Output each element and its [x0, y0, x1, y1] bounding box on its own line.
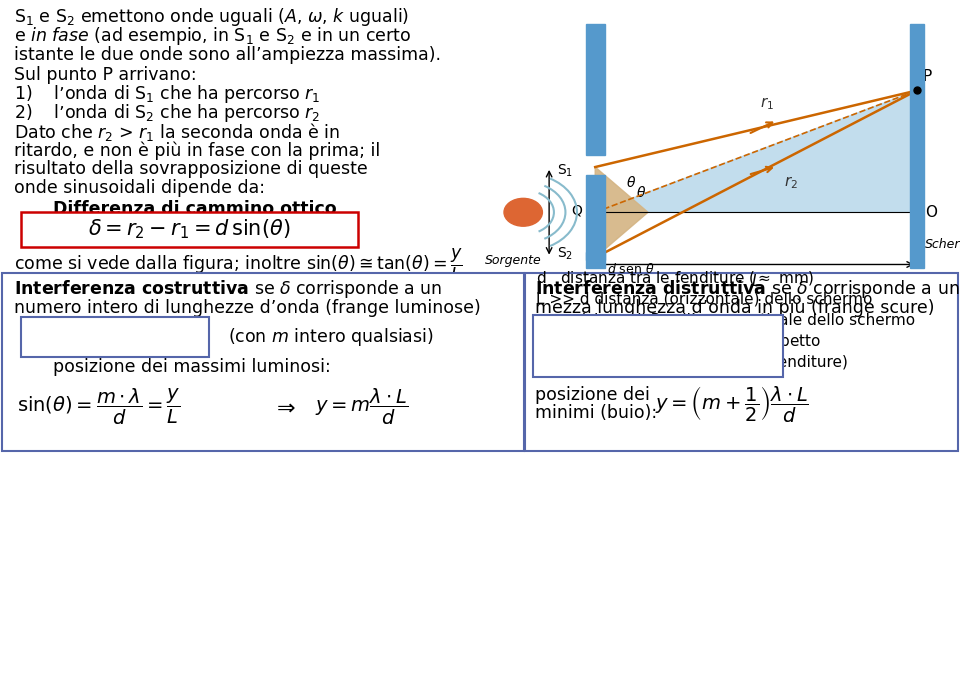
- Text: minimi (buio):: minimi (buio):: [535, 404, 657, 422]
- Text: $y = \left(m + \dfrac{1}{2}\right)\dfrac{\lambda \cdot L}{d}$: $y = \left(m + \dfrac{1}{2}\right)\dfrac…: [655, 385, 808, 425]
- Text: O: O: [925, 205, 937, 220]
- Text: (con $m$ intero qualsiasi): (con $m$ intero qualsiasi): [228, 326, 434, 348]
- Text: $\theta$: $\theta$: [636, 185, 646, 200]
- FancyBboxPatch shape: [21, 212, 358, 247]
- FancyBboxPatch shape: [21, 317, 209, 357]
- Text: $\theta$  angolo della direzione di P rispetto: $\theta$ angolo della direzione di P ris…: [536, 331, 821, 351]
- Polygon shape: [586, 252, 605, 268]
- Text: e $\it{in\ fase}$ (ad esempio, in S$_1$ e S$_2$ e in un certo: e $\it{in\ fase}$ (ad esempio, in S$_1$ …: [14, 25, 412, 47]
- Text: $\theta$: $\theta$: [626, 175, 636, 189]
- Text: Q: Q: [571, 203, 582, 217]
- Text: all’orizzontale (a metà tra le fenditure): all’orizzontale (a metà tra le fenditure…: [536, 354, 848, 370]
- Text: d: d: [528, 205, 538, 219]
- Text: posizione dei massimi luminosi:: posizione dei massimi luminosi:: [53, 358, 330, 377]
- Text: ritardo, e non è più in fase con la prima; il: ritardo, e non è più in fase con la prim…: [14, 141, 381, 159]
- Text: S$_1$: S$_1$: [557, 162, 573, 179]
- Text: P: P: [923, 69, 932, 84]
- Text: y  posizione di P sull’asse verticale dello schermo: y posizione di P sull’asse verticale del…: [536, 313, 915, 328]
- Text: posizione dei: posizione dei: [535, 386, 650, 404]
- Polygon shape: [595, 167, 648, 258]
- Polygon shape: [910, 24, 924, 268]
- Text: $\sin(\theta) = \dfrac{m \cdot \lambda}{d} = \dfrac{y}{L}$: $\sin(\theta) = \dfrac{m \cdot \lambda}{…: [17, 387, 180, 427]
- Text: Differenza di cammino ottico: Differenza di cammino ottico: [53, 200, 336, 218]
- Polygon shape: [586, 24, 605, 155]
- Text: $\delta = m \cdot \lambda$: $\delta = m \cdot \lambda$: [72, 327, 158, 347]
- Polygon shape: [595, 90, 917, 212]
- Text: $r_1$: $r_1$: [760, 96, 774, 113]
- FancyBboxPatch shape: [2, 273, 524, 451]
- Text: L: L: [752, 274, 760, 289]
- Text: S$_1$ e S$_2$ emettono onde uguali ($A$, $\omega$, $k$ uguali): S$_1$ e S$_2$ emettono onde uguali ($A$,…: [14, 6, 410, 29]
- Text: Sorgente: Sorgente: [485, 255, 542, 267]
- Text: $\delta = r_2 - r_1 = d\,\sin(\theta)$: $\delta = r_2 - r_1 = d\,\sin(\theta)$: [88, 218, 290, 242]
- Polygon shape: [586, 175, 605, 260]
- Text: 1)    l’onda di S$_1$ che ha percorso $r_1$: 1) l’onda di S$_1$ che ha percorso $r_1$: [14, 83, 321, 105]
- Text: Schermo: Schermo: [924, 239, 960, 251]
- Text: $r_2$: $r_2$: [784, 174, 798, 191]
- Text: 2)    l’onda di S$_2$ che ha percorso $r_2$: 2) l’onda di S$_2$ che ha percorso $r_2$: [14, 102, 321, 124]
- Text: $\delta = \left(m + \dfrac{1}{2}\right) \cdot \lambda$: $\delta = \left(m + \dfrac{1}{2}\right) …: [578, 324, 737, 367]
- Text: $y = m\dfrac{\lambda \cdot L}{d}$: $y = m\dfrac{\lambda \cdot L}{d}$: [315, 387, 408, 427]
- Text: onde sinusoidali dipende da:: onde sinusoidali dipende da:: [14, 179, 265, 197]
- Text: $\bf{Interferenza\ costruttiva}$ se $\delta$ corrisponde a un: $\bf{Interferenza\ costruttiva}$ se $\de…: [14, 278, 443, 300]
- Text: istante le due onde sono all’ampiezza massima).: istante le due onde sono all’ampiezza ma…: [14, 46, 442, 64]
- Circle shape: [504, 198, 542, 226]
- Text: come si vede dalla figura; inoltre $\sin(\theta) \cong \tan(\theta) = \dfrac{y}{: come si vede dalla figura; inoltre $\sin…: [14, 246, 464, 283]
- Text: $d$ sen $\theta$: $d$ sen $\theta$: [607, 262, 654, 276]
- Text: $\Rightarrow$: $\Rightarrow$: [272, 397, 296, 417]
- Text: $\bf{Interferenza\ distruttiva}$ se $\delta$ corrisponde a una: $\bf{Interferenza\ distruttiva}$ se $\de…: [535, 278, 960, 300]
- Text: L >> d distanza (orizzontale) dello schermo: L >> d distanza (orizzontale) dello sche…: [536, 292, 872, 307]
- Text: S$_2$: S$_2$: [557, 246, 573, 262]
- Text: numero intero di lunghezze d’onda (frange luminose): numero intero di lunghezze d’onda (frang…: [14, 299, 481, 317]
- Text: mezza lunghezza d’onda in più (frange scure): mezza lunghezza d’onda in più (frange sc…: [535, 299, 934, 317]
- FancyBboxPatch shape: [525, 273, 958, 451]
- Text: risultato della sovrapposizione di queste: risultato della sovrapposizione di quest…: [14, 160, 368, 178]
- Text: Sul punto P arrivano:: Sul punto P arrivano:: [14, 66, 197, 84]
- FancyBboxPatch shape: [533, 315, 783, 377]
- Text: Dato che $r_2$ > $r_1$ la seconda onda è in: Dato che $r_2$ > $r_1$ la seconda onda è…: [14, 120, 341, 143]
- Text: d   distanza tra le fenditure ($\approx$ mm): d distanza tra le fenditure ($\approx$ m…: [536, 269, 814, 287]
